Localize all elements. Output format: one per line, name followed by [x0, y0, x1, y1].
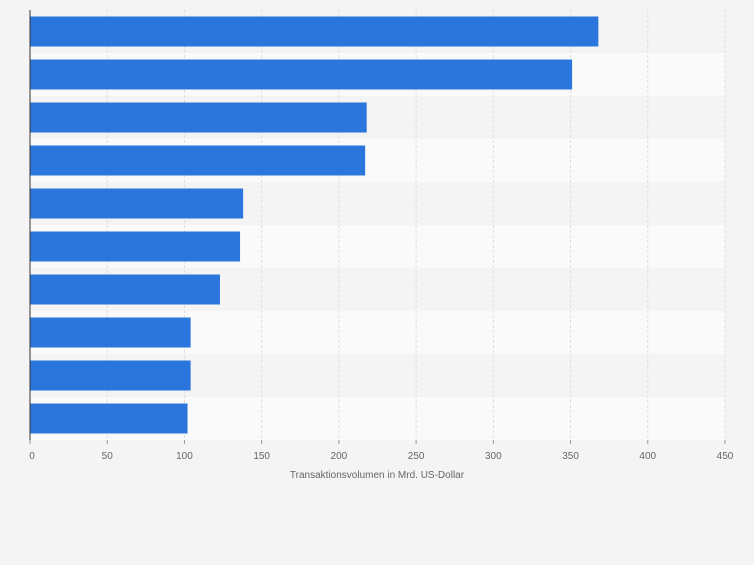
- bars: [30, 16, 599, 434]
- bar: [30, 317, 191, 348]
- x-ticks: 0 50 100 150 200 250 300 350 400 450: [29, 440, 734, 462]
- bar: [30, 188, 244, 219]
- bar: [30, 102, 367, 133]
- bar: [30, 231, 241, 262]
- bar: [30, 403, 188, 434]
- x-tick-label: 400: [639, 451, 656, 462]
- bar: [30, 360, 191, 391]
- x-tick-label: 250: [408, 451, 425, 462]
- x-tick-label: 450: [717, 451, 734, 462]
- bar: [30, 59, 573, 90]
- x-tick-label: 300: [485, 451, 502, 462]
- x-tick-label: 350: [562, 451, 579, 462]
- x-tick-label: 100: [176, 451, 193, 462]
- x-tick-label: 50: [102, 451, 114, 462]
- x-tick-label: 200: [331, 451, 348, 462]
- x-axis-label: Transaktionsvolumen in Mrd. US-Dollar: [290, 470, 465, 481]
- x-tick-label: 0: [29, 451, 35, 462]
- x-tick-label: 150: [253, 451, 270, 462]
- bar: [30, 16, 599, 47]
- bar: [30, 145, 366, 176]
- bar: [30, 274, 220, 305]
